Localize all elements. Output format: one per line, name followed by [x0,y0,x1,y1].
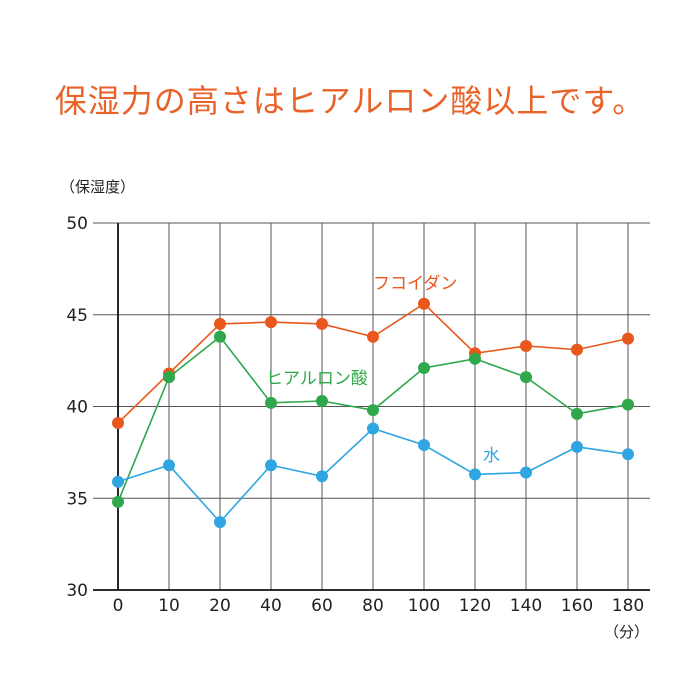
axes [93,223,650,591]
series-1-point-60 [316,394,328,407]
series-0-point-20 [214,317,226,330]
x-tick-40: 40 [260,596,282,616]
chart-title: 保湿力の高さはヒアルロン酸以上です。 [54,82,646,120]
series-1-point-0 [112,495,124,508]
series-1-point-100 [418,361,430,374]
series-0-point-40 [265,316,277,329]
series-2-point-80 [367,422,379,435]
y-axis-title: （保湿度） [60,178,135,196]
series-1-point-40 [265,396,277,409]
series-2-point-0 [112,475,124,488]
x-tick-labels: 0 10 20 40 60 80 100 120 140 160 180 [113,596,645,616]
series-layer [112,297,634,529]
series-1-point-20 [214,330,226,343]
series-2-point-160 [571,440,583,453]
x-tick-160: 160 [561,596,593,616]
y-tick-45: 45 [66,306,88,326]
x-tick-0: 0 [113,596,124,616]
y-tick-30: 30 [66,581,88,601]
series-2-point-120 [469,468,481,481]
series-1-point-160 [571,407,583,420]
series-1-point-140 [520,371,532,384]
y-tick-50: 50 [66,214,88,234]
series-0-point-80 [367,330,379,343]
series-2-point-140 [520,466,532,479]
y-tick-40: 40 [66,398,88,418]
series-2-point-180 [622,448,634,461]
series-label-0: フコイダン [373,274,457,294]
series-0-point-180 [622,332,634,345]
x-tick-60: 60 [311,596,333,616]
x-tick-180: 180 [612,596,644,616]
series-2-point-60 [316,470,328,483]
x-tick-80: 80 [362,596,384,616]
series-2-point-40 [265,459,277,472]
series-1-point-80 [367,404,379,417]
series-0-point-100 [418,297,430,310]
series-2-point-20 [214,516,226,529]
series-2-point-100 [418,439,430,452]
x-tick-120: 120 [459,596,491,616]
series-0-point-140 [520,339,532,352]
series-1-point-180 [622,398,634,411]
series-2-point-10 [163,459,175,472]
series-label-1: ヒアルロン酸 [266,369,368,389]
series-0-point-60 [316,317,328,330]
series-1-point-120 [469,352,481,365]
x-axis-unit: （分） [604,623,649,641]
x-tick-140: 140 [510,596,542,616]
series-0-point-160 [571,343,583,356]
y-tick-labels: 50 45 40 35 30 [66,214,88,601]
x-tick-100: 100 [408,596,440,616]
y-tick-35: 35 [66,489,88,509]
series-0-point-0 [112,417,124,430]
series-1-point-10 [163,371,175,384]
series-label-2: 水 [483,446,500,466]
x-tick-20: 20 [209,596,231,616]
x-tick-10: 10 [158,596,180,616]
